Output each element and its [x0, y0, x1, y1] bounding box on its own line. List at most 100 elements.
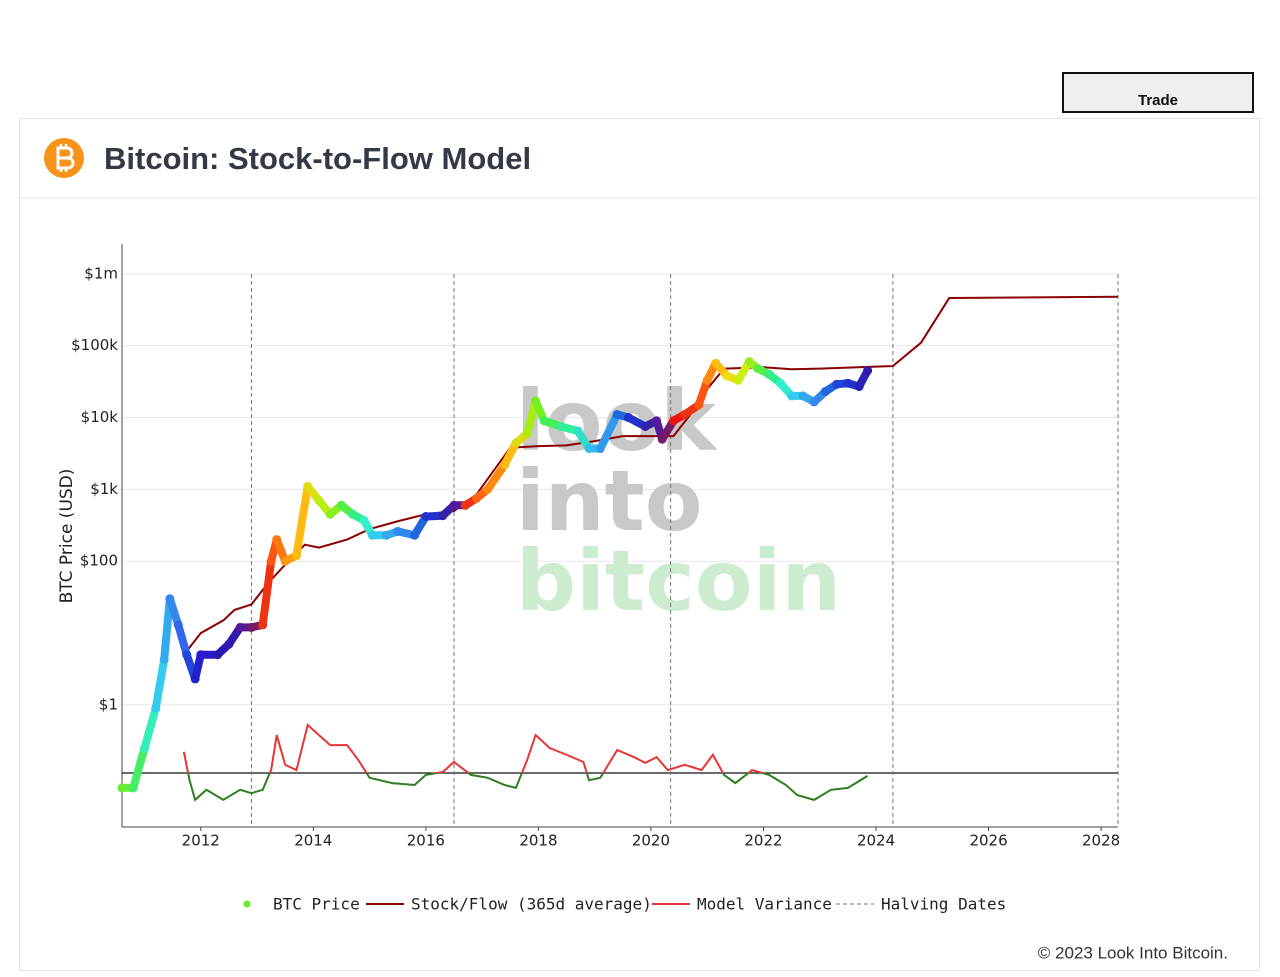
price-point — [753, 364, 763, 374]
variance-line-positive — [182, 723, 767, 773]
price-point — [775, 378, 785, 388]
price-point — [863, 366, 873, 376]
watermark-text: into — [516, 452, 702, 550]
price-point — [556, 421, 566, 431]
variance-line-negative — [187, 772, 869, 802]
x-tick-label: 2022 — [744, 832, 782, 850]
price-point — [314, 496, 324, 506]
price-trail — [258, 557, 276, 629]
legend-marker — [243, 900, 251, 908]
price-trail — [151, 655, 169, 713]
legend-label: Halving Dates — [881, 895, 1006, 914]
price-point — [151, 703, 161, 713]
x-tick-label: 2014 — [294, 832, 332, 850]
legend-label: BTC Price — [273, 895, 360, 914]
price-point — [410, 530, 420, 540]
price-point — [483, 484, 493, 494]
price-point — [787, 391, 797, 401]
price-point — [449, 500, 459, 510]
price-point — [303, 481, 313, 491]
legend-label: Model Variance — [697, 895, 832, 914]
price-point — [381, 530, 391, 540]
x-tick-label: 2018 — [519, 832, 557, 850]
price-trail — [174, 620, 191, 659]
price-point — [623, 413, 633, 423]
trade-button[interactable]: Trade — [1062, 72, 1254, 113]
price-point — [809, 397, 819, 407]
x-tick-label: 2012 — [182, 832, 220, 850]
price-point — [744, 357, 754, 367]
price-point — [117, 783, 127, 793]
price-point — [595, 444, 605, 454]
price-point — [190, 674, 200, 684]
price-point — [224, 639, 234, 649]
price-point — [820, 387, 830, 397]
price-point — [854, 382, 864, 392]
price-point — [258, 620, 268, 630]
price-point — [325, 509, 335, 519]
x-tick-label: 2026 — [969, 832, 1007, 850]
price-point — [165, 594, 175, 604]
price-point — [500, 460, 510, 470]
price-point — [280, 556, 290, 566]
price-point — [348, 509, 358, 519]
x-tick-label: 2024 — [857, 832, 895, 850]
price-point — [584, 444, 594, 454]
price-point — [668, 416, 678, 426]
legend-label: Stock/Flow (365d average) — [411, 895, 652, 914]
x-tick-label: 2016 — [407, 832, 445, 850]
y-tick-label: $100 — [80, 552, 118, 570]
price-point — [128, 783, 138, 793]
price-point — [843, 378, 853, 388]
price-point — [235, 622, 245, 632]
price-trail — [483, 460, 509, 494]
price-point — [702, 375, 712, 385]
price-point — [511, 438, 521, 448]
price-point — [798, 391, 808, 401]
price-trail — [292, 482, 312, 560]
price-point — [272, 535, 282, 545]
y-tick-label: $10k — [81, 408, 119, 426]
page-title: Bitcoin: Stock-to-Flow Model — [104, 141, 531, 176]
price-trail — [129, 744, 149, 792]
price-trail — [165, 594, 183, 629]
price-point — [140, 743, 150, 753]
price-point — [539, 416, 549, 426]
price-point — [657, 434, 667, 444]
price-point — [680, 410, 690, 420]
price-point — [213, 650, 223, 660]
price-point — [733, 375, 743, 385]
price-point — [460, 500, 470, 510]
x-tick-label: 2020 — [632, 832, 670, 850]
price-point — [246, 622, 256, 632]
y-tick-label: $100k — [71, 336, 118, 354]
price-point — [266, 556, 276, 566]
price-point — [694, 400, 704, 410]
footer: © 2023 Look Into Bitcoin. — [1038, 943, 1228, 962]
price-point — [291, 551, 301, 561]
price-point — [573, 426, 583, 436]
price-point — [367, 530, 377, 540]
price-point — [832, 379, 842, 389]
price-point — [336, 500, 346, 510]
y-tick-label: $1 — [99, 695, 118, 713]
card — [19, 118, 1260, 971]
price-point — [173, 620, 183, 630]
price-point — [764, 369, 774, 379]
price-point — [652, 416, 662, 426]
price-point — [531, 396, 541, 406]
price-point — [159, 654, 169, 664]
price-point — [640, 421, 650, 431]
price-point — [472, 493, 482, 503]
price-point — [182, 650, 192, 660]
y-tick-label: $1m — [84, 264, 118, 282]
price-point — [522, 428, 532, 438]
price-trail — [596, 410, 622, 453]
watermark: look into bitcoin — [516, 372, 841, 630]
price-point — [359, 515, 369, 525]
y-axis-label: BTC Price (USD) — [57, 469, 77, 604]
price-point — [711, 358, 721, 368]
price-point — [612, 410, 622, 420]
